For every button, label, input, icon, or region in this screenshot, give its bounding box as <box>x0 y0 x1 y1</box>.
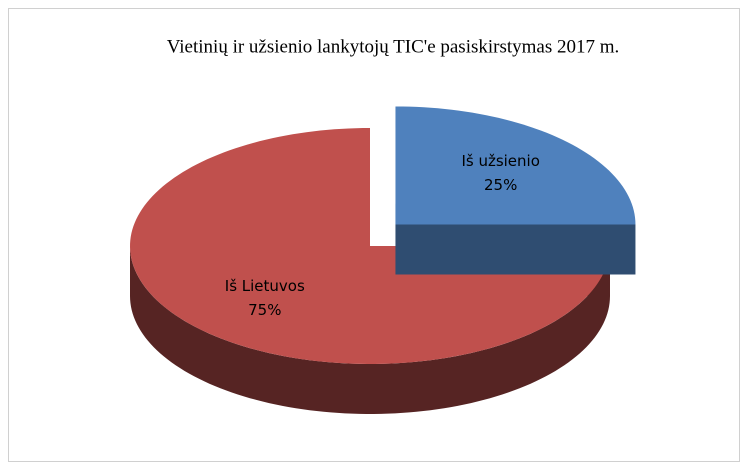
pie-slice: Iš užsienio 25% <box>395 106 636 275</box>
slice-side <box>395 224 636 275</box>
data-label-name: Iš užsienio <box>461 152 539 170</box>
data-label-name: Iš Lietuvos <box>225 277 305 295</box>
slice-top <box>395 106 636 225</box>
data-label-value: 25% <box>484 176 517 194</box>
chart-title: Vietinių ir užsienio lankytojų TIC'e pas… <box>167 36 620 57</box>
data-label-value: 75% <box>248 301 281 319</box>
pie: Iš Lietuvos 75% Iš užsienio 25% <box>130 106 636 414</box>
slice-top <box>130 128 610 364</box>
slice-wall <box>130 246 610 414</box>
